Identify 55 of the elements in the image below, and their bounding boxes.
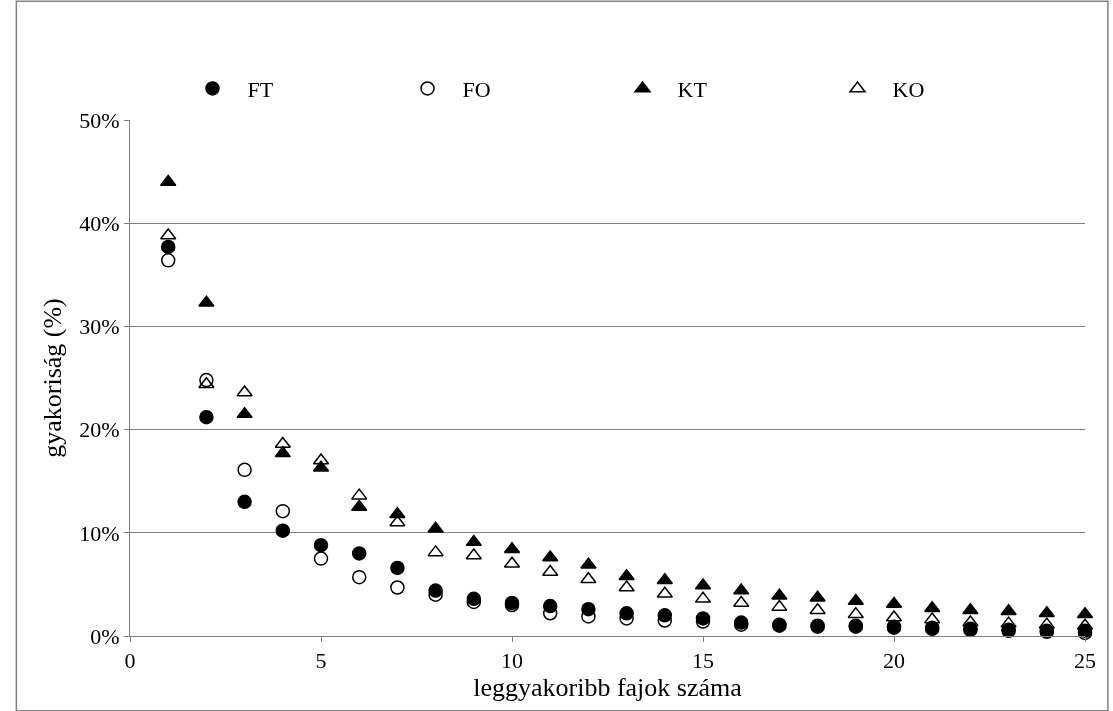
point	[390, 580, 405, 595]
point	[236, 385, 253, 397]
y-tick-label: 20%	[79, 417, 120, 443]
point	[580, 571, 597, 584]
x-tick-label: 0	[124, 648, 136, 674]
point	[923, 600, 941, 613]
point	[237, 494, 252, 510]
point	[237, 462, 252, 478]
point	[160, 253, 176, 268]
point	[236, 406, 253, 419]
point	[160, 239, 176, 255]
point	[465, 534, 483, 547]
point	[809, 590, 826, 602]
point	[427, 521, 444, 533]
point	[199, 372, 214, 388]
point	[1000, 616, 1017, 628]
x-tick-label: 25	[1074, 648, 1096, 674]
legend-label: KO	[892, 77, 925, 103]
y-tick-label: 10%	[79, 520, 120, 546]
point	[885, 596, 903, 609]
x-tick-label: 5	[315, 648, 327, 674]
point	[809, 602, 826, 615]
y-tick-label: 50%	[79, 107, 120, 133]
y-tick-label: 30%	[79, 314, 120, 340]
point	[198, 376, 215, 389]
point	[313, 551, 329, 566]
point	[351, 546, 367, 561]
point	[618, 580, 635, 592]
y-tick-label: 40%	[79, 210, 120, 236]
point	[1000, 603, 1017, 616]
point	[427, 545, 444, 557]
point	[618, 568, 635, 581]
x-tick-label: 15	[692, 648, 714, 674]
legend-label: KT	[677, 77, 708, 103]
point	[580, 557, 597, 569]
y-tick-label: 0%	[90, 623, 120, 649]
point	[274, 436, 292, 449]
point	[771, 588, 788, 600]
point	[313, 537, 329, 553]
point	[771, 599, 788, 612]
point	[351, 569, 367, 585]
legend-label: FT	[247, 77, 274, 103]
x-axis-title: leggyakoribb fajok száma	[473, 673, 743, 703]
point	[962, 615, 979, 627]
point	[199, 409, 214, 425]
point	[962, 602, 979, 615]
point	[390, 560, 405, 576]
x-tick-label: 10	[501, 648, 523, 674]
x-tick-label: 20	[883, 648, 905, 674]
y-axis-title: gyakoriság (%)	[37, 298, 67, 458]
point	[275, 503, 291, 519]
point	[541, 564, 559, 577]
legend-label: FO	[462, 77, 491, 103]
point	[275, 523, 291, 538]
point	[198, 295, 215, 307]
